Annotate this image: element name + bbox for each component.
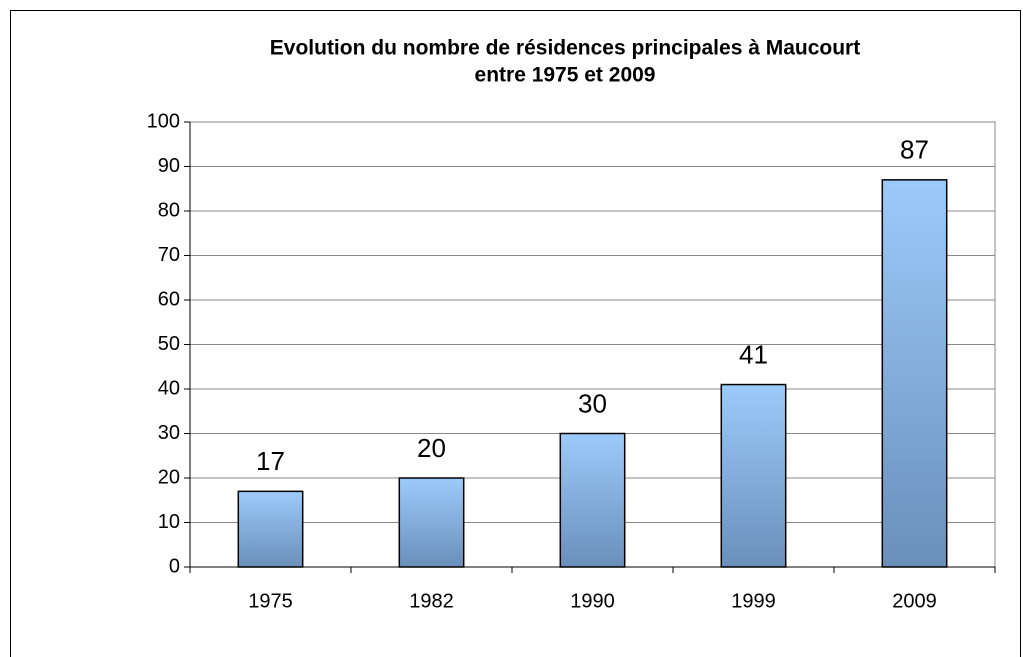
y-tick-label: 0	[169, 555, 180, 577]
y-tick-label: 70	[158, 244, 180, 266]
x-tick-label: 1990	[570, 590, 615, 612]
data-label: 20	[417, 433, 446, 463]
bar	[237, 490, 304, 568]
x-tick-label: 1982	[409, 590, 454, 612]
data-label: 41	[739, 339, 768, 369]
y-tick-label: 100	[147, 110, 180, 132]
x-tick-label: 1975	[248, 590, 293, 612]
data-label: 17	[256, 446, 285, 476]
bar	[720, 383, 787, 568]
x-tick-label: 2009	[892, 590, 937, 612]
chart-frame	[10, 10, 1021, 657]
y-tick-label: 90	[158, 155, 180, 177]
y-tick-label: 40	[158, 377, 180, 399]
y-tick-label: 80	[158, 199, 180, 221]
bar	[398, 477, 465, 568]
bar	[559, 432, 626, 568]
y-tick-label: 10	[158, 511, 180, 533]
data-label: 30	[578, 388, 607, 418]
bar	[881, 179, 948, 568]
y-tick-label: 50	[158, 333, 180, 355]
data-label: 87	[900, 135, 929, 165]
y-tick-label: 60	[158, 288, 180, 310]
x-tick-label: 1999	[731, 590, 776, 612]
y-tick-label: 30	[158, 422, 180, 444]
chart-title: entre 1975 et 2009	[475, 64, 656, 87]
y-tick-label: 20	[158, 466, 180, 488]
chart-title: Evolution du nombre de résidences princi…	[270, 37, 860, 60]
